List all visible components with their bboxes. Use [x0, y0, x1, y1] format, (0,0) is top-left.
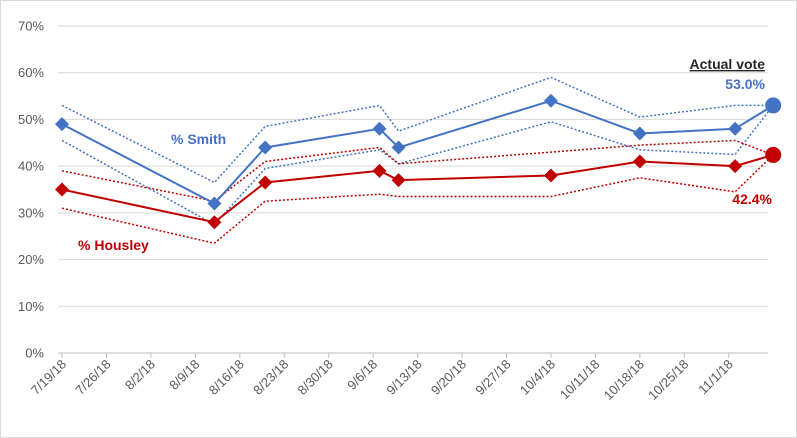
data-point — [207, 215, 222, 230]
data-point — [258, 140, 273, 155]
data-point — [55, 117, 69, 132]
x-tick-label: 8/30/18 — [295, 357, 336, 398]
x-tick-label: 10/11/18 — [557, 357, 603, 403]
smith-series-label: % Smith — [171, 131, 226, 147]
x-tick-label: 8/2/18 — [122, 357, 158, 393]
actual-vote-point — [765, 97, 782, 114]
data-point — [728, 121, 743, 136]
data-point — [632, 126, 647, 141]
x-tick-label: 8/23/18 — [250, 357, 291, 398]
housley-actual-vote-label: 42.4% — [732, 191, 772, 207]
smith-actual-vote-label: 53.0% — [725, 76, 765, 92]
data-point — [55, 182, 69, 197]
y-tick-label: 70% — [18, 19, 44, 34]
x-axis-ticks: 7/19/18 7/26/18 8/2/18 8/9/18 8/16/18 8/23/18… — [28, 353, 736, 403]
x-tick-label: 7/19/18 — [28, 357, 69, 398]
series-markers — [55, 93, 743, 230]
data-point — [391, 140, 406, 155]
actual-vote-markers — [765, 97, 782, 163]
x-tick-label: 9/6/18 — [344, 357, 380, 393]
lower-bound-line — [61, 154, 774, 245]
y-tick-label: 10% — [18, 299, 44, 314]
x-tick-label: 9/20/18 — [428, 357, 469, 398]
data-point — [258, 175, 273, 190]
x-tick-label: 10/18/18 — [601, 357, 647, 403]
data-point — [728, 159, 743, 174]
y-tick-label: 50% — [18, 112, 44, 127]
x-tick-label: 8/9/18 — [166, 357, 202, 393]
x-tick-label: 10/25/18 — [645, 357, 691, 403]
x-tick-label: 9/13/18 — [383, 357, 424, 398]
data-point — [372, 163, 387, 178]
y-axis-ticks: 0% 10% 20% 30% 40% 50% 60% 70% — [18, 19, 44, 361]
y-tick-label: 30% — [18, 205, 44, 220]
housley-series-label: % Housley — [78, 237, 149, 253]
x-tick-label: 8/16/18 — [206, 357, 247, 398]
series-line — [61, 153, 774, 224]
upper-bound-line — [61, 139, 774, 202]
data-point — [543, 168, 558, 183]
upper-bound-line — [61, 76, 774, 184]
data-point — [207, 196, 222, 211]
y-tick-label: 0% — [25, 346, 44, 361]
x-tick-label: 10/4/18 — [517, 357, 558, 398]
y-tick-label: 20% — [18, 252, 44, 267]
data-point — [543, 93, 558, 108]
x-tick-label: 9/27/18 — [472, 357, 513, 398]
confidence-bands — [61, 76, 774, 245]
data-point — [632, 154, 647, 169]
grid-layer — [58, 25, 768, 354]
actual-vote-point — [765, 146, 782, 163]
x-tick-label: 11/1/18 — [695, 357, 736, 398]
actual-vote-title: Actual vote — [690, 56, 766, 72]
lower-bound-line — [61, 104, 774, 226]
y-tick-label: 60% — [18, 65, 44, 80]
y-tick-label: 40% — [18, 159, 44, 174]
series-line — [61, 99, 774, 205]
data-point — [391, 173, 406, 188]
x-tick-label: 7/26/18 — [72, 357, 113, 398]
data-point — [372, 121, 387, 136]
